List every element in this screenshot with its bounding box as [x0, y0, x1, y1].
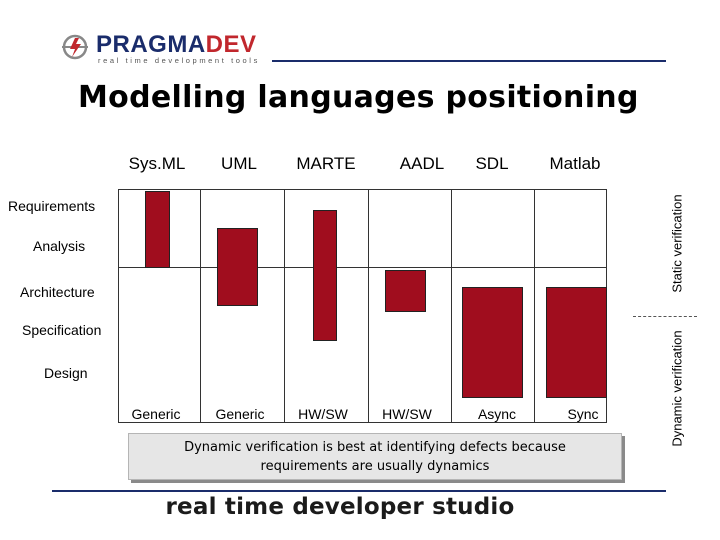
logo-name-part2: DEV: [205, 31, 257, 58]
logo-wordmark: PRAGMADEV: [96, 32, 257, 58]
coverage-bar-uml: [217, 228, 258, 306]
coverage-bar-sysml: [145, 191, 170, 268]
language-header: UML: [221, 154, 257, 173]
coverage-bar-sdl: [462, 287, 523, 398]
logo-mark-icon: [62, 34, 88, 60]
grid-line: [118, 267, 607, 268]
language-header: MARTE: [296, 154, 356, 173]
phase-label: Analysis: [33, 238, 86, 254]
grid-line: [118, 189, 607, 190]
footer-brand: real time developer studio: [165, 494, 515, 520]
kind-label: HW/SW: [298, 406, 348, 422]
kind-label: Generic: [131, 406, 181, 422]
grid-line: [368, 189, 369, 423]
language-header: AADL: [399, 154, 445, 173]
verification-separator: [633, 316, 697, 317]
logo-tagline: real time development tools: [98, 56, 260, 65]
note-box: Dynamic verification is best at identify…: [128, 433, 622, 480]
kind-label: Generic: [215, 406, 265, 422]
positioning-grid: [118, 189, 607, 423]
language-header: Matlab: [549, 154, 601, 173]
kind-label: Sync: [567, 406, 599, 422]
grid-line: [451, 189, 452, 423]
grid-line: [284, 189, 285, 423]
language-header: Sys.ML: [128, 154, 186, 173]
language-header: SDL: [475, 154, 509, 173]
note-text: Dynamic verification is best at identify…: [184, 439, 566, 474]
logo-name-part1: PRAGMA: [96, 31, 206, 58]
coverage-bar-matlab: [546, 287, 607, 398]
kind-label: HW/SW: [382, 406, 432, 422]
kind-label: Async: [477, 406, 517, 422]
phase-label: Requirements: [8, 198, 96, 214]
grid-line: [118, 422, 607, 423]
pragmadev-logo: PRAGMADEV real time development tools: [58, 28, 278, 68]
phase-label: Specification: [22, 322, 102, 338]
dynamic-verification-label: Dynamic verification: [669, 330, 685, 447]
grid-line: [118, 189, 119, 423]
grid-line: [200, 189, 201, 423]
grid-line: [534, 189, 535, 423]
coverage-bar-marte: [313, 210, 337, 341]
page-title: Modelling languages positioning: [78, 80, 639, 115]
top-divider: [272, 60, 666, 62]
bottom-divider: [52, 490, 666, 492]
static-verification-label: Static verification: [669, 194, 685, 293]
phase-label: Design: [44, 365, 88, 381]
coverage-bar-aadl: [385, 270, 426, 312]
phase-label: Architecture: [20, 284, 95, 300]
